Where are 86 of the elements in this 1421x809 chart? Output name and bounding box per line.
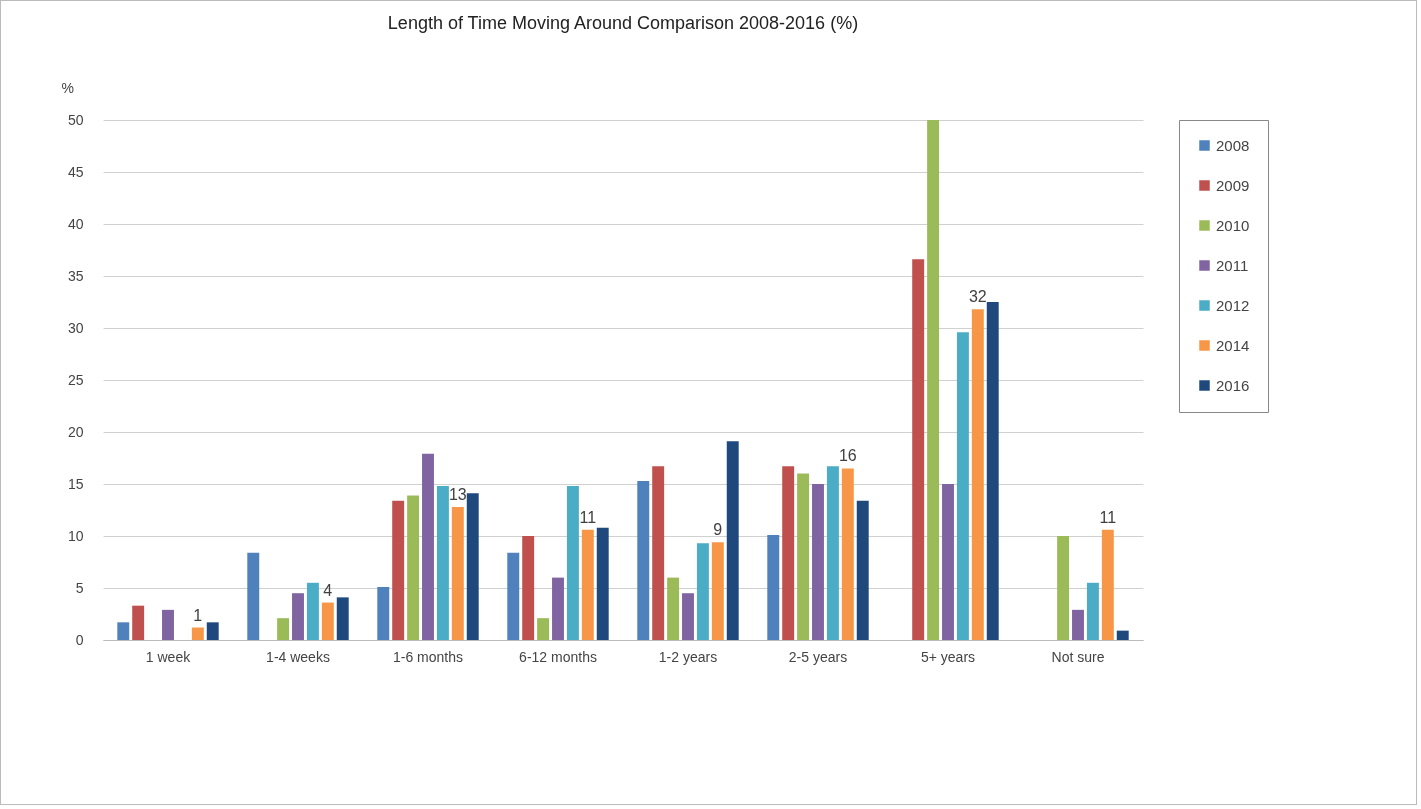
- y-tick-label: 15: [67, 475, 84, 492]
- y-tick-label: 10: [67, 527, 84, 544]
- bar: [856, 500, 869, 640]
- bar: [841, 468, 854, 640]
- x-tick-label: 5+ years: [920, 648, 976, 665]
- bar: [321, 602, 334, 640]
- legend-label: 2016: [1216, 376, 1250, 394]
- bar: [336, 597, 349, 640]
- bar: [436, 486, 449, 640]
- y-tick-label: 20: [67, 423, 84, 440]
- bar: [132, 605, 145, 640]
- bar: [711, 542, 724, 640]
- bar: [1072, 609, 1084, 640]
- y-tick-label: 35: [67, 267, 84, 284]
- bar: [306, 582, 319, 640]
- bar: [407, 495, 420, 640]
- bar: [927, 120, 940, 640]
- bar: [942, 484, 954, 640]
- bar: [1086, 582, 1099, 640]
- legend-label: 2014: [1216, 336, 1250, 354]
- bar: [522, 536, 535, 640]
- bar: [812, 484, 824, 640]
- bar: [1116, 630, 1129, 640]
- legend-label: 2008: [1216, 136, 1250, 154]
- bar: [117, 622, 130, 640]
- bar: [986, 302, 999, 640]
- bar: [206, 622, 219, 640]
- bar: [652, 466, 665, 640]
- y-tick-label: 40: [67, 215, 84, 232]
- bar: [552, 577, 564, 640]
- bar: [422, 453, 434, 640]
- y-tick-label: 50: [67, 111, 84, 128]
- y-tick-label: 0: [75, 631, 84, 648]
- bar: [826, 466, 839, 640]
- y-tick-label: 5: [75, 579, 84, 596]
- x-tick-label: 6-12 months: [519, 648, 597, 665]
- data-label: 11: [1099, 508, 1117, 526]
- x-tick-label: 2-5 years: [788, 648, 848, 665]
- y-axis-title: %: [61, 79, 74, 96]
- bar: [392, 500, 405, 640]
- legend-label: 2009: [1216, 176, 1250, 194]
- data-label: 32: [968, 288, 987, 306]
- legend-label: 2010: [1216, 216, 1250, 234]
- bar: [682, 593, 694, 640]
- bar: [247, 552, 260, 640]
- bar: [726, 441, 739, 640]
- bar: [956, 332, 969, 640]
- bar: [191, 627, 204, 640]
- data-label: 13: [448, 485, 467, 503]
- y-tick-label: 30: [67, 319, 84, 336]
- data-label: 4: [323, 581, 333, 599]
- chart-title: Length of Time Moving Around Comparison 2008-2016 (%): [387, 13, 859, 33]
- data-label: 16: [838, 447, 857, 465]
- legend-label: 2011: [1216, 256, 1249, 274]
- x-tick-label: 1-2 years: [658, 648, 718, 665]
- bar: [696, 543, 709, 640]
- data-label: 11: [579, 508, 597, 526]
- bar: [451, 506, 464, 640]
- bar: [566, 486, 579, 640]
- bar: [971, 309, 984, 640]
- bar: [767, 534, 780, 640]
- x-tick-label: Not sure: [1051, 648, 1105, 665]
- bar: [277, 618, 290, 640]
- bar: [162, 609, 174, 640]
- data-label: 9: [713, 521, 723, 539]
- bar: [797, 473, 810, 640]
- y-tick-label: 25: [67, 371, 84, 388]
- x-tick-label: 1-6 months: [392, 648, 464, 665]
- bar: [782, 466, 795, 640]
- bar: [596, 527, 609, 640]
- bar: [667, 577, 680, 640]
- x-tick-label: 1-4 weeks: [266, 648, 330, 665]
- bar: [1057, 536, 1070, 640]
- x-tick-label: 1 week: [145, 648, 192, 665]
- y-tick-label: 45: [67, 163, 84, 180]
- bar: [292, 593, 304, 640]
- bar: [1101, 529, 1114, 640]
- bar: [637, 480, 650, 640]
- legend-label: 2012: [1216, 296, 1250, 314]
- bar: [912, 259, 925, 640]
- bar: [377, 586, 390, 640]
- bar: [466, 493, 479, 640]
- bar: [581, 529, 594, 640]
- data-label: 1: [193, 606, 203, 624]
- bar: [537, 618, 550, 640]
- bar: [507, 552, 520, 640]
